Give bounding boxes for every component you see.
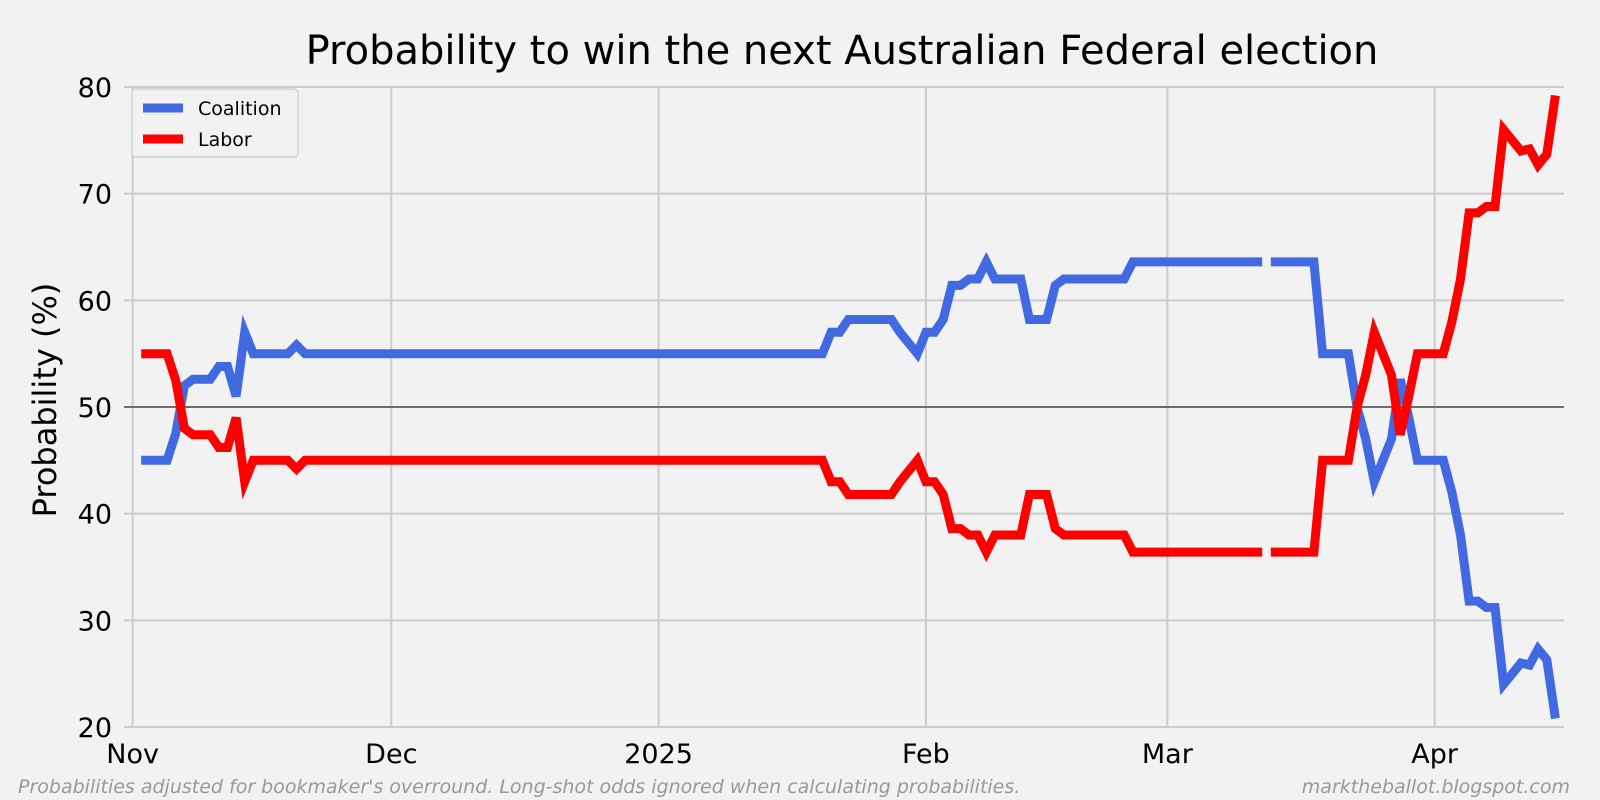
- y-tick-label: 20: [78, 713, 112, 744]
- y-tick-label: 80: [78, 73, 112, 104]
- footer-source: marktheballot.blogspot.com: [1301, 776, 1570, 798]
- x-tick-label: Dec: [365, 739, 417, 770]
- legend: Coalition Labor: [131, 88, 299, 158]
- y-axis-label: Probability (%): [26, 283, 64, 518]
- y-tick-label: 30: [78, 606, 112, 637]
- y-tick-labels: 20 30 40 50 60 70 80: [78, 73, 112, 744]
- y-tick-label: 70: [78, 180, 112, 211]
- footer-note: Probabilities adjusted for bookmaker's o…: [18, 776, 1021, 798]
- x-tick-label: Apr: [1411, 739, 1459, 770]
- series-layer: [141, 94, 1560, 720]
- series-line-labor: [141, 94, 1560, 563]
- chart-title: Probability to win the next Australian F…: [306, 28, 1379, 74]
- y-tick-label: 50: [78, 393, 112, 424]
- x-tick-label: 2025: [624, 739, 693, 770]
- x-tick-labels: Nov Dec 2025 Feb Mar Apr: [106, 739, 1459, 770]
- legend-label: Coalition: [198, 98, 282, 120]
- x-tick-label: Mar: [1142, 739, 1194, 770]
- y-tick-label: 60: [78, 286, 112, 317]
- y-tick-label: 40: [78, 500, 112, 531]
- x-tick-label: Nov: [106, 739, 159, 770]
- x-tick-label: Feb: [902, 739, 950, 770]
- legend-label: Labor: [198, 129, 252, 151]
